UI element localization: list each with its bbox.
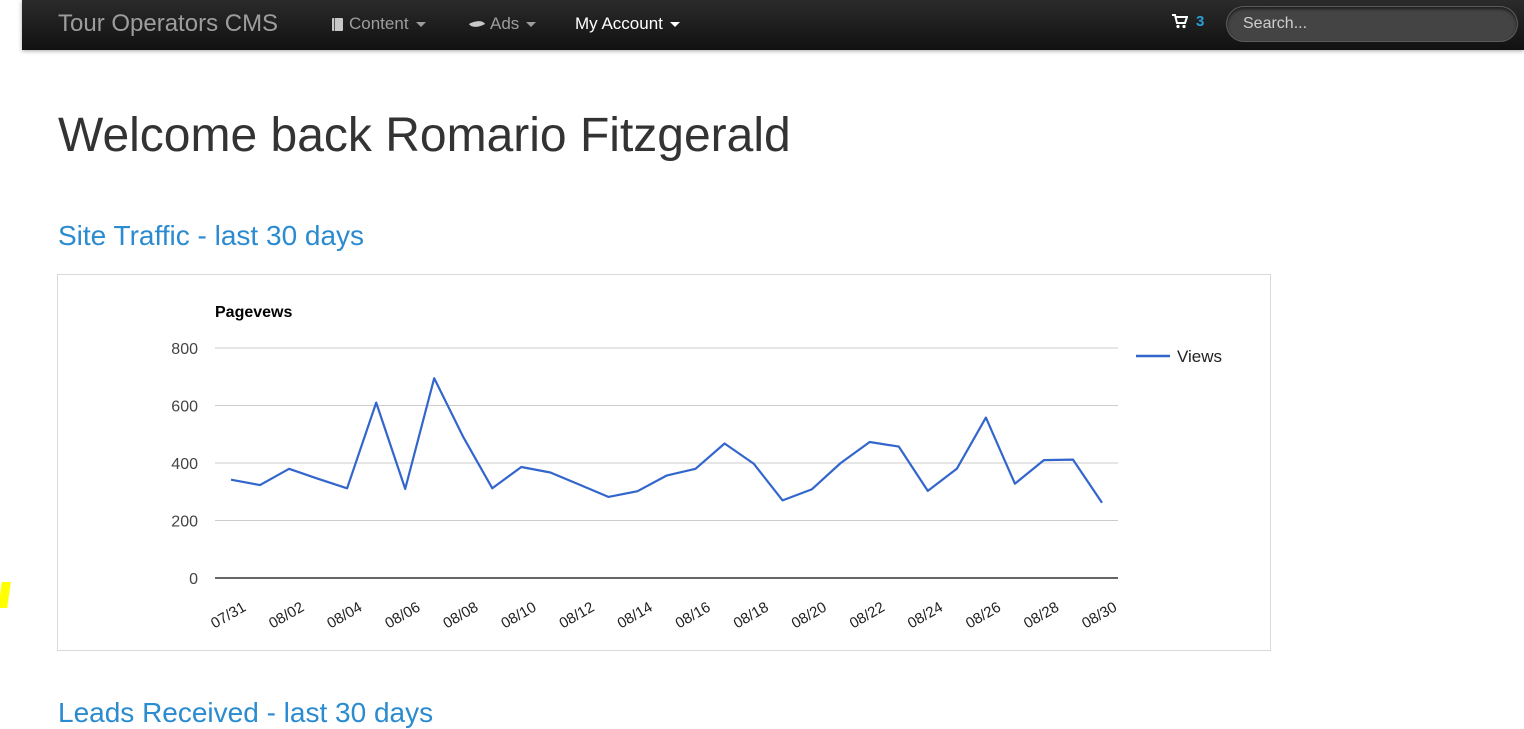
caret-down-icon <box>670 22 680 27</box>
x-tick-label: 08/12 <box>556 599 597 632</box>
y-tick-label: 800 <box>171 341 198 358</box>
leaf-icon <box>469 17 485 31</box>
left-gutter <box>0 0 22 50</box>
x-tick-label: 08/08 <box>440 599 481 632</box>
nav-content-dropdown[interactable]: Content <box>332 14 426 34</box>
x-tick-label: 08/24 <box>905 599 946 632</box>
x-tick-label: 08/04 <box>324 599 365 632</box>
x-tick-label: 08/26 <box>963 599 1004 632</box>
cart-count-badge: 3 <box>1196 13 1204 30</box>
nav-content-label: Content <box>349 14 409 34</box>
x-tick-label: 08/20 <box>789 599 830 632</box>
x-tick-label: 08/18 <box>731 599 772 632</box>
chart-title: Pagevews <box>215 304 292 321</box>
site-traffic-chart: 0 200 400 600 800 07/31 08/02 08/04 08/06 08/08 0… <box>57 274 1271 651</box>
x-tick-label: 08/10 <box>498 599 539 632</box>
page-title: Welcome back Romario Fitzgerald <box>58 108 791 163</box>
y-tick-label: 0 <box>189 571 198 588</box>
caret-down-icon <box>416 22 426 27</box>
book-icon <box>332 18 343 31</box>
site-traffic-heading: Site Traffic - last 30 days <box>58 220 364 252</box>
x-tick-label: 08/30 <box>1079 599 1120 632</box>
chart-svg: 0 200 400 600 800 07/31 08/02 08/04 08/06 08/08 0… <box>58 275 1270 650</box>
x-tick-label: 08/28 <box>1021 599 1062 632</box>
search-input[interactable] <box>1226 6 1518 42</box>
y-tick-label: 400 <box>171 456 198 473</box>
y-tick-label: 600 <box>171 399 198 416</box>
x-tick-label: 08/16 <box>673 599 714 632</box>
x-tick-label: 08/02 <box>266 599 307 632</box>
x-tick-label: 08/06 <box>382 599 423 632</box>
cart-button[interactable]: 3 <box>1172 13 1204 30</box>
top-navbar: Tour Operators CMS Content Ads My Accoun… <box>22 0 1524 50</box>
leads-received-heading: Leads Received - last 30 days <box>58 697 433 729</box>
series-line-views[interactable] <box>231 378 1102 503</box>
cart-icon <box>1172 14 1188 29</box>
nav-ads-label: Ads <box>490 14 519 34</box>
highlight-mark <box>0 582 11 608</box>
x-tick-label: 07/31 <box>208 599 249 632</box>
y-tick-label: 200 <box>171 514 198 531</box>
nav-ads-dropdown[interactable]: Ads <box>470 14 536 34</box>
nav-my-account-dropdown[interactable]: My Account <box>575 14 680 34</box>
x-tick-label: 08/22 <box>847 599 888 632</box>
brand-link[interactable]: Tour Operators CMS <box>58 10 278 38</box>
caret-down-icon <box>526 22 536 27</box>
x-tick-label: 08/14 <box>614 599 655 632</box>
legend-label-views[interactable]: Views <box>1177 347 1222 366</box>
nav-my-account-label: My Account <box>575 14 663 34</box>
